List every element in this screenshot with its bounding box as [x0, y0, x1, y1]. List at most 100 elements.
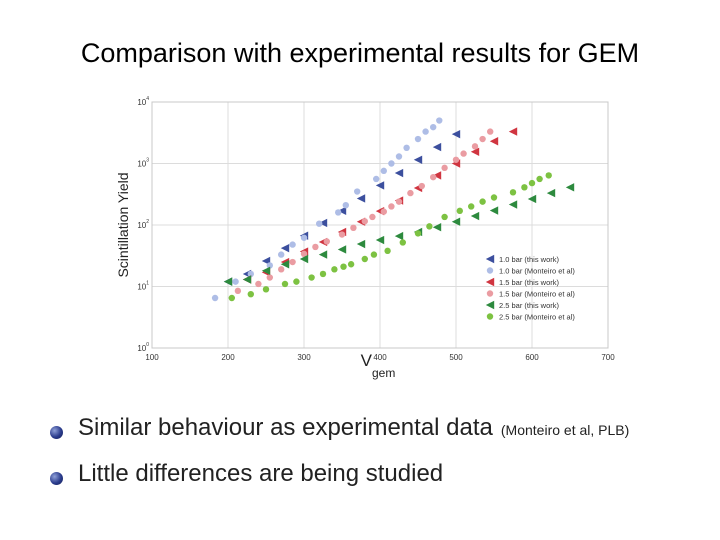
legend-marker [485, 254, 495, 264]
data-point [545, 172, 552, 179]
bullet-dot-icon [50, 472, 63, 485]
data-point [232, 278, 239, 285]
data-point [451, 129, 461, 139]
data-point [361, 218, 368, 225]
data-point [451, 217, 461, 226]
data-point [395, 153, 403, 160]
data-point [337, 245, 347, 254]
data-point [300, 234, 308, 241]
data-point [441, 213, 448, 221]
bullet-dot-icon [50, 426, 63, 439]
data-point [394, 231, 404, 241]
data-point [479, 135, 486, 143]
data-point [354, 188, 361, 195]
data-point [356, 239, 366, 249]
data-point [255, 280, 262, 288]
legend-label: 2.5 bar (this work) [499, 301, 560, 310]
bullet-list: Similar behaviour as experimental data (… [50, 414, 629, 506]
data-point [242, 275, 252, 284]
y-tick-label: 103 [137, 158, 149, 169]
data-point [413, 155, 423, 164]
data-point [318, 218, 328, 228]
data-point [308, 274, 315, 281]
data-point [388, 203, 395, 210]
data-point [460, 150, 467, 157]
legend-label: 1.0 bar (Monteiro et al) [499, 267, 575, 276]
data-point [289, 258, 296, 266]
data-point [546, 188, 556, 198]
data-point [456, 207, 463, 215]
data-point [266, 274, 273, 281]
x-axis-ticks: 100 200 300 400 500 600 700 [145, 353, 615, 362]
data-point [316, 220, 323, 227]
data-point [489, 206, 499, 215]
data-point [331, 266, 338, 273]
data-point [395, 198, 403, 205]
data-point [509, 189, 517, 196]
data-point [430, 123, 437, 131]
data-point [361, 255, 368, 263]
x-axis-label: Vgem [361, 351, 396, 380]
x-tick-label: 600 [525, 353, 539, 362]
data-point [335, 209, 342, 216]
data-point [380, 208, 387, 215]
x-tick-label: 200 [221, 353, 235, 362]
data-point [414, 230, 422, 237]
data-point [380, 167, 387, 175]
data-point [468, 203, 475, 210]
series-1 [211, 117, 443, 302]
x-tick-label: 300 [297, 353, 311, 362]
data-point [373, 175, 380, 183]
data-point [565, 183, 575, 192]
data-point [261, 266, 271, 276]
data-point [452, 156, 460, 163]
y-tick-label: 102 [137, 219, 149, 230]
data-point [470, 147, 480, 156]
data-point [536, 175, 543, 183]
bullet-item: Little differences are being studied [50, 460, 629, 506]
legend-label: 2.5 bar (Monteiro et al) [499, 313, 575, 322]
legend-marker [485, 300, 495, 310]
data-point [479, 198, 486, 205]
data-point [278, 266, 285, 273]
data-point [350, 224, 357, 232]
data-point [211, 294, 219, 302]
data-point [370, 251, 378, 258]
slide-title: Comparison with experimental results for… [80, 38, 640, 68]
data-point [340, 263, 347, 270]
data-point [432, 142, 442, 152]
bullet-text: Little differences are being studied [78, 460, 444, 487]
legend-marker [486, 290, 494, 297]
series-5 [228, 172, 552, 302]
data-point [280, 243, 290, 253]
legend-marker [486, 267, 494, 274]
data-point [228, 294, 235, 302]
data-point [528, 179, 536, 187]
data-point [262, 286, 270, 293]
x-axis-label-main: V [361, 351, 373, 370]
data-point [278, 251, 285, 258]
bullet-item: Similar behaviour as experimental data (… [50, 414, 629, 460]
data-point [403, 144, 410, 152]
data-point [490, 194, 498, 201]
legend-label: 1.5 bar (Monteiro et al) [499, 290, 575, 299]
data-point [369, 213, 376, 221]
data-point [441, 164, 448, 172]
data-point [394, 168, 404, 178]
data-point [422, 128, 429, 135]
data-point [432, 171, 442, 180]
data-point [281, 280, 289, 288]
scatter-chart: 100 200 300 400 500 600 700 100 101 102 103 104 1.… [115, 96, 615, 380]
data-point [426, 223, 433, 230]
legend-label: 1.5 bar (this work) [499, 278, 560, 287]
x-tick-label: 700 [601, 353, 615, 362]
data-point [323, 238, 330, 245]
x-axis-label-subscript: gem [372, 366, 395, 380]
data-point [347, 261, 355, 268]
data-point [342, 201, 349, 209]
data-point [247, 290, 254, 298]
series-4 [223, 183, 575, 286]
legend-marker [486, 313, 494, 320]
chart-marks [211, 117, 575, 302]
data-point [436, 117, 443, 124]
